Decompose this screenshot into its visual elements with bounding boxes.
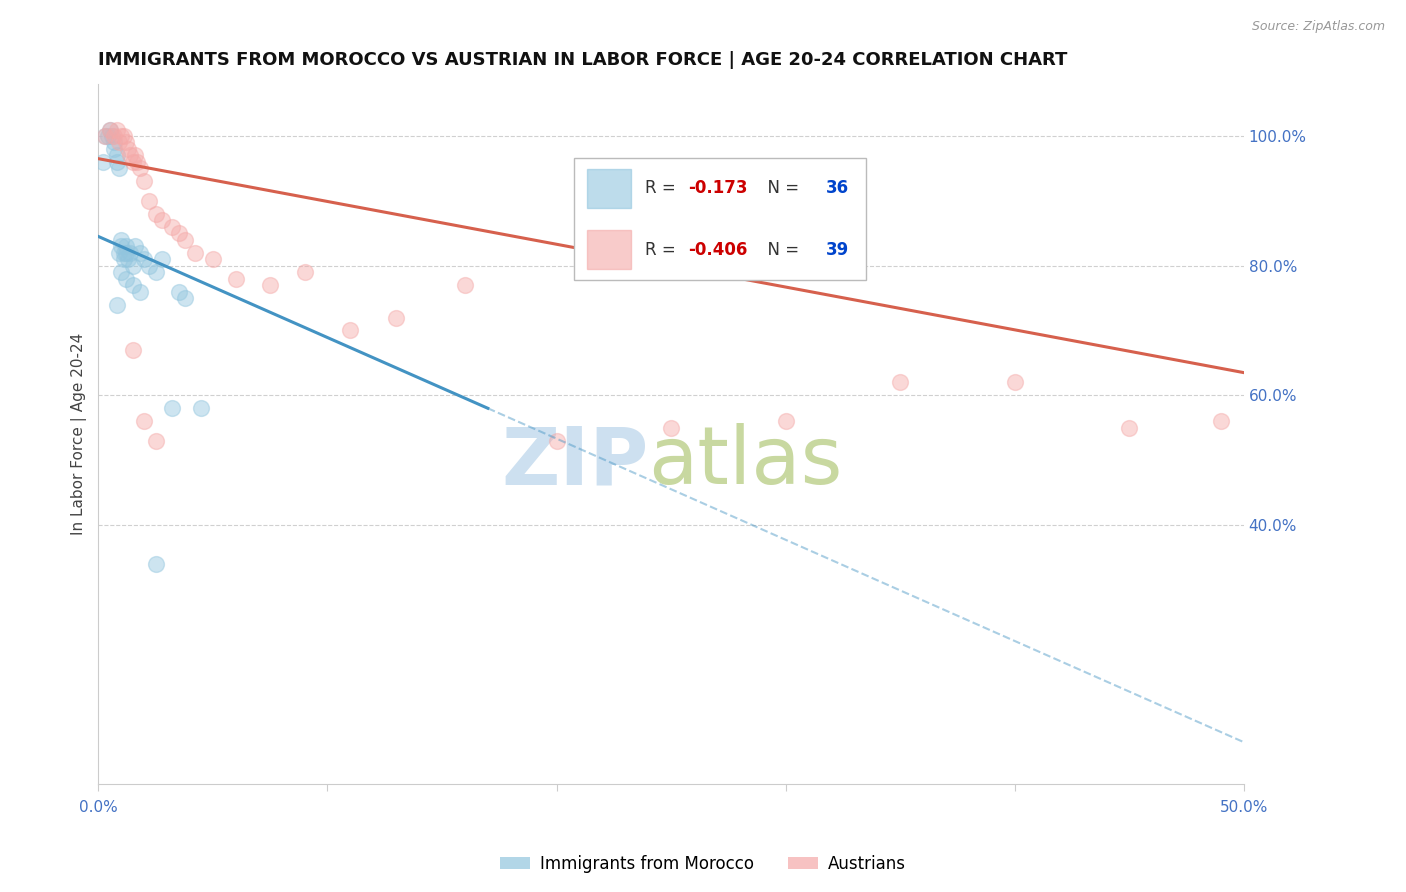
Point [145,557,167,571]
Point [134,414,156,428]
Point [112,128,135,143]
Point [145,265,167,279]
Point [385,310,408,325]
Point [145,434,167,448]
Text: N =: N = [756,179,804,197]
Point [108,161,131,176]
Point [339,323,361,337]
Point [103,136,125,150]
Point [117,142,139,156]
Point [101,128,124,143]
Point [94,128,117,143]
Point [110,233,132,247]
Point [454,278,477,293]
Point [96,128,118,143]
Point [115,271,138,285]
Y-axis label: In Labor Force | Age 20-24: In Labor Force | Age 20-24 [72,333,87,535]
Point [121,259,143,273]
Point [124,239,146,253]
Text: Source: ZipAtlas.com: Source: ZipAtlas.com [1251,20,1385,33]
Point [94,128,117,143]
Point [259,278,281,293]
Point [225,271,247,285]
Point [120,148,142,162]
Point [160,401,183,416]
Point [110,128,132,143]
Text: atlas: atlas [648,423,842,501]
Point [103,128,125,143]
Point [115,136,138,150]
Point [103,142,125,156]
Point [190,401,212,416]
Point [105,148,128,162]
Point [98,122,121,136]
Point [152,252,174,267]
Point [167,285,190,299]
Point [659,421,682,435]
Point [98,122,121,136]
Point [134,252,156,267]
Text: ZIP: ZIP [501,423,648,501]
Point [160,219,183,234]
Text: 36: 36 [825,179,849,197]
Point [128,161,150,176]
Point [201,252,224,267]
Point [294,265,316,279]
Text: -0.406: -0.406 [689,241,748,259]
Text: N =: N = [756,241,804,259]
Point [121,343,143,357]
Point [91,155,114,169]
Point [138,259,160,273]
Point [120,245,142,260]
Point [115,245,138,260]
Point [105,155,128,169]
FancyBboxPatch shape [574,158,866,280]
FancyBboxPatch shape [588,230,631,268]
Point [174,233,197,247]
Point [134,174,156,188]
Point [128,245,150,260]
Point [1209,414,1232,428]
Point [127,155,149,169]
Text: IMMIGRANTS FROM MOROCCO VS AUSTRIAN IN LABOR FORCE | AGE 20-24 CORRELATION CHART: IMMIGRANTS FROM MOROCCO VS AUSTRIAN IN L… [98,51,1067,69]
Point [115,239,138,253]
Point [138,194,160,208]
Text: R =: R = [645,179,681,197]
Point [110,265,132,279]
Point [112,252,135,267]
Point [105,122,128,136]
Point [117,252,139,267]
Point [121,278,143,293]
Point [105,297,128,311]
Point [124,148,146,162]
Legend: Immigrants from Morocco, Austrians: Immigrants from Morocco, Austrians [494,848,912,880]
Point [183,245,205,260]
Point [110,239,132,253]
Point [546,434,568,448]
Point [121,155,143,169]
FancyBboxPatch shape [588,169,631,208]
Point [174,291,197,305]
Point [775,414,797,428]
Text: 39: 39 [825,241,849,259]
Point [152,213,174,227]
Text: R =: R = [645,241,681,259]
Point [889,376,911,390]
Point [128,285,150,299]
Point [145,207,167,221]
Point [1118,421,1140,435]
Text: -0.173: -0.173 [689,179,748,197]
Point [112,245,135,260]
Point [108,136,131,150]
Point [167,226,190,240]
Point [1004,376,1026,390]
Point [108,245,131,260]
